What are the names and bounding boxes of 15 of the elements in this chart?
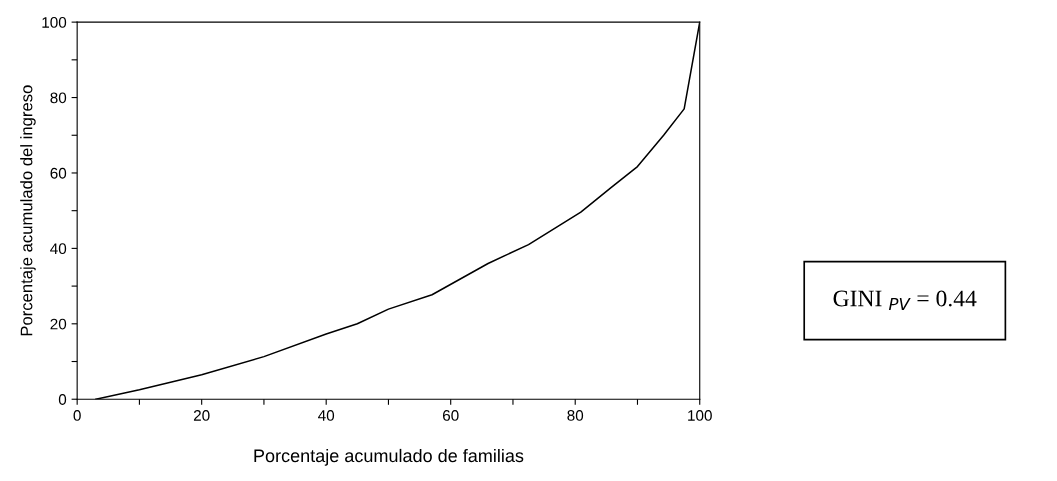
- x-tick-label: 80: [567, 410, 584, 421]
- y-tick-label: 0: [58, 394, 67, 405]
- x-tick-label: 100: [688, 410, 712, 421]
- x-axis-title: Porcentaje acumulado de familias: [254, 448, 524, 466]
- text: GINI $_{PV}$ = 0.44: [833, 290, 977, 311]
- x-tick-label: 20: [193, 410, 210, 421]
- y-tick-label: 60: [50, 167, 67, 179]
- x-tick-label: 60: [442, 410, 459, 421]
- x-tick-label: 0: [73, 410, 81, 421]
- x-tick-label: 40: [318, 410, 335, 421]
- y-tick-label: 40: [50, 243, 67, 255]
- y-axis-title: Porcentaje acumulado del ingreso: [20, 85, 36, 336]
- y-tick-label: 20: [50, 318, 67, 330]
- y-tick-label: 80: [50, 92, 67, 104]
- y-tick-label: 100: [42, 16, 67, 28]
